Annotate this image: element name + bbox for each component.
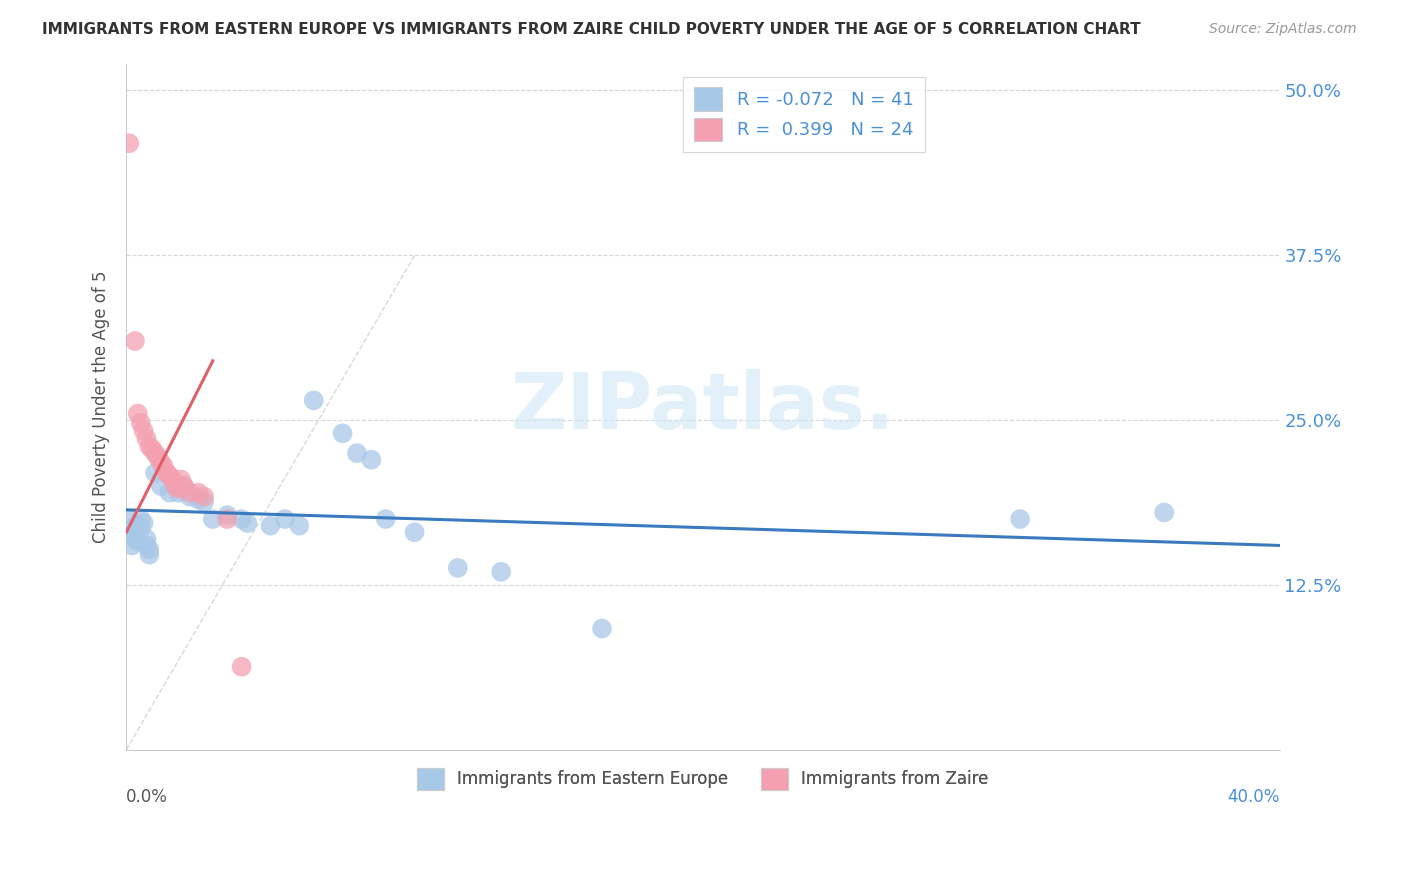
Text: 0.0%: 0.0% — [127, 788, 169, 805]
Point — [170, 473, 193, 487]
Point — [167, 482, 190, 496]
Point — [173, 479, 195, 493]
Point — [143, 466, 166, 480]
Point — [149, 455, 172, 469]
Point — [129, 512, 152, 526]
Point — [118, 521, 141, 535]
Point — [217, 508, 239, 522]
Point — [179, 490, 201, 504]
Point — [124, 532, 146, 546]
Point — [346, 446, 368, 460]
Point — [193, 495, 215, 509]
Point — [201, 512, 224, 526]
Point — [217, 512, 239, 526]
Point — [132, 516, 155, 530]
Point — [332, 426, 354, 441]
Point — [149, 479, 172, 493]
Text: 40.0%: 40.0% — [1227, 788, 1279, 805]
Point — [179, 485, 201, 500]
Point — [374, 512, 396, 526]
Text: ZIPatlas.: ZIPatlas. — [510, 369, 896, 445]
Point — [138, 548, 160, 562]
Point — [259, 518, 281, 533]
Point — [129, 521, 152, 535]
Point — [118, 136, 141, 151]
Point — [132, 424, 155, 438]
Point — [1010, 512, 1032, 526]
Text: Source: ZipAtlas.com: Source: ZipAtlas.com — [1209, 22, 1357, 37]
Point — [138, 542, 160, 557]
Point — [159, 468, 181, 483]
Point — [288, 518, 311, 533]
Point — [146, 450, 169, 464]
Y-axis label: Child Poverty Under the Age of 5: Child Poverty Under the Age of 5 — [93, 270, 110, 543]
Point — [165, 479, 187, 493]
Point — [141, 442, 163, 457]
Point — [127, 518, 149, 533]
Point — [302, 393, 325, 408]
Point — [231, 512, 253, 526]
Point — [274, 512, 297, 526]
Point — [159, 485, 181, 500]
Text: IMMIGRANTS FROM EASTERN EUROPE VS IMMIGRANTS FROM ZAIRE CHILD POVERTY UNDER THE : IMMIGRANTS FROM EASTERN EUROPE VS IMMIGR… — [42, 22, 1140, 37]
Point — [121, 538, 143, 552]
Point — [167, 485, 190, 500]
Point — [127, 534, 149, 549]
Point — [173, 479, 195, 493]
Point — [193, 490, 215, 504]
Point — [152, 459, 174, 474]
Point — [138, 440, 160, 454]
Point — [124, 525, 146, 540]
Point — [124, 334, 146, 348]
Point — [591, 622, 613, 636]
Point — [135, 432, 157, 446]
Point — [127, 407, 149, 421]
Point — [135, 538, 157, 552]
Point — [121, 529, 143, 543]
Point — [129, 416, 152, 430]
Point — [156, 466, 179, 480]
Point — [447, 561, 470, 575]
Point — [236, 516, 259, 530]
Point — [1153, 506, 1175, 520]
Legend: Immigrants from Eastern Europe, Immigrants from Zaire: Immigrants from Eastern Europe, Immigran… — [411, 762, 995, 797]
Point — [404, 525, 426, 540]
Point — [231, 660, 253, 674]
Point — [143, 446, 166, 460]
Point — [187, 492, 209, 507]
Point — [187, 485, 209, 500]
Point — [360, 452, 382, 467]
Point — [162, 473, 184, 487]
Point — [135, 532, 157, 546]
Point — [118, 512, 141, 526]
Point — [489, 565, 512, 579]
